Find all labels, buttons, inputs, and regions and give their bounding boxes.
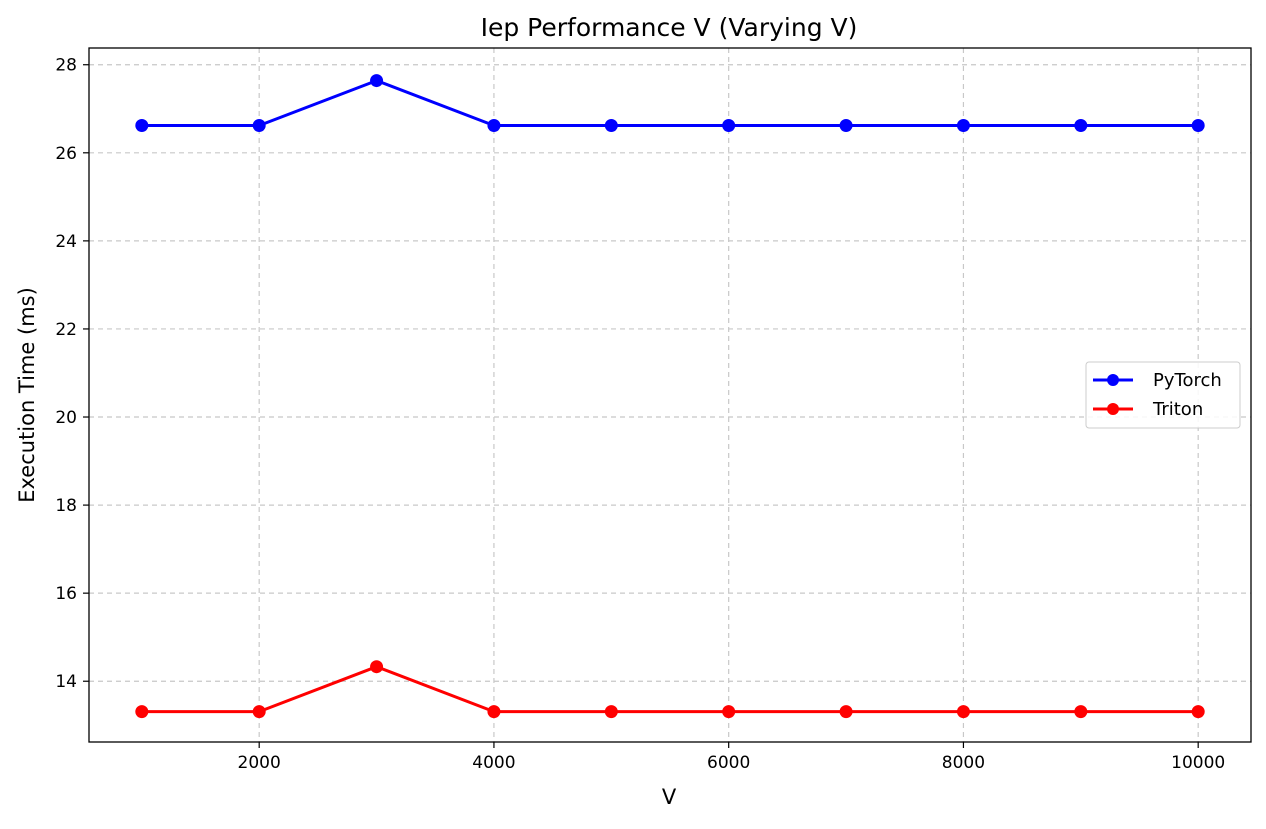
series-lines <box>135 74 1205 719</box>
data-point-triton <box>956 705 970 719</box>
y-tick-label: 24 <box>55 232 77 252</box>
data-point-triton <box>370 660 384 674</box>
series-line-triton <box>140 665 1200 714</box>
y-tick-label: 28 <box>55 56 77 76</box>
y-tick-label: 22 <box>55 320 77 340</box>
legend: PyTorch Triton <box>1085 361 1241 429</box>
data-point-triton <box>252 705 266 719</box>
x-tick-label: 10000 <box>1171 753 1225 773</box>
data-point-triton <box>839 705 853 719</box>
data-point-pytorch <box>722 119 736 133</box>
data-point-pytorch <box>252 119 266 133</box>
data-point-triton <box>722 705 736 719</box>
grid-lines <box>89 48 1251 742</box>
legend-label-triton: Triton <box>1152 399 1203 420</box>
data-point-triton <box>604 705 618 719</box>
data-point-triton <box>1074 705 1088 719</box>
legend-marker-pytorch <box>1107 374 1119 386</box>
series-line-pytorch <box>140 79 1200 127</box>
plot-area-frame <box>88 47 1252 743</box>
data-point-pytorch <box>839 119 853 133</box>
y-tick-label: 26 <box>55 144 77 164</box>
data-point-pytorch <box>135 119 149 133</box>
legend-label-pytorch: PyTorch <box>1153 370 1222 391</box>
chart-title: Iep Performance V (Varying V) <box>481 13 858 42</box>
legend-marker-triton <box>1107 403 1119 415</box>
data-point-pytorch <box>370 74 384 88</box>
y-tick-label: 20 <box>55 408 77 428</box>
y-tick-label: 16 <box>55 584 77 604</box>
data-point-triton <box>1191 705 1205 719</box>
data-point-pytorch <box>487 119 501 133</box>
x-tick-label: 4000 <box>472 753 515 773</box>
data-point-pytorch <box>604 119 618 133</box>
data-point-triton <box>487 705 501 719</box>
data-point-pytorch <box>1074 119 1088 133</box>
x-tick-label: 6000 <box>707 753 750 773</box>
data-point-pytorch <box>1191 119 1205 133</box>
axis-ticks: 2000 4000 6000 8000 10000 14 16 18 20 22 24 26 28 <box>55 56 1225 773</box>
x-tick-label: 8000 <box>942 753 985 773</box>
x-axis-label: V <box>662 785 677 809</box>
data-point-pytorch <box>956 119 970 133</box>
y-tick-label: 18 <box>55 496 77 516</box>
y-tick-label: 14 <box>55 672 77 692</box>
y-axis-label: Execution Time (ms) <box>15 287 39 503</box>
x-tick-label: 2000 <box>238 753 281 773</box>
data-point-triton <box>135 705 149 719</box>
